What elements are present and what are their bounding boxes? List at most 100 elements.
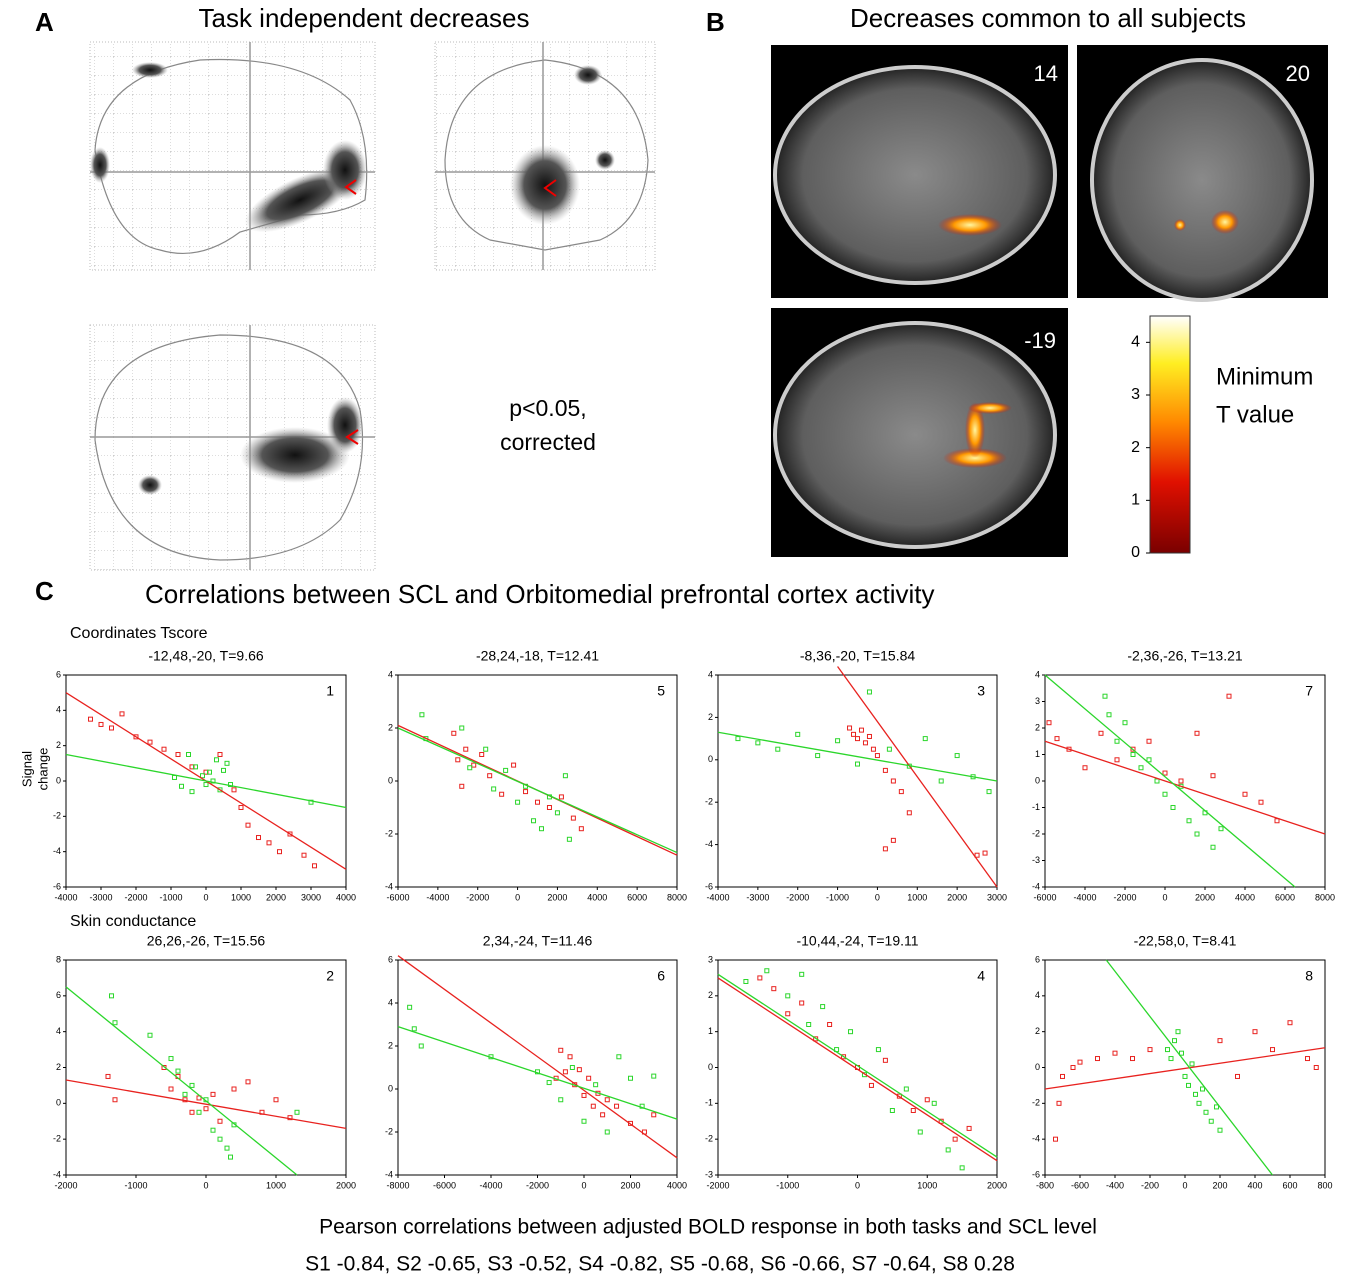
scatter-point — [1313, 1065, 1319, 1070]
scatter-point — [945, 1147, 951, 1153]
scatter-point — [266, 840, 272, 846]
chart-title: -10,44,-24, T=19.11 — [796, 933, 918, 949]
fit-line — [1044, 674, 1296, 888]
x-tick-label: 1000 — [907, 892, 927, 902]
scatter-point — [200, 773, 205, 779]
x-tick-label: -800 — [1036, 1180, 1054, 1190]
scatter-point — [109, 993, 114, 999]
y-tick-label: 0 — [56, 775, 61, 785]
x-tick-label: 8000 — [667, 892, 687, 902]
y-tick-label: 3 — [1035, 696, 1040, 706]
scatter-point — [1112, 1050, 1118, 1056]
x-tick-label: -6000 — [386, 892, 409, 902]
colorbar-title: T value — [1216, 401, 1294, 428]
scatter-point — [119, 711, 125, 717]
x-tick-label: -2000 — [124, 892, 147, 902]
scatter-point — [538, 826, 544, 832]
x-tick-label: -2000 — [54, 1180, 77, 1190]
scatter-point — [217, 1136, 223, 1142]
scatter-point — [210, 778, 216, 784]
x-tick-label: 4000 — [1235, 892, 1255, 902]
panel-label: B — [706, 7, 725, 37]
panel-label: C — [35, 576, 54, 606]
x-tick-label: -400 — [1106, 1180, 1124, 1190]
y-tick-label: -2 — [1032, 1098, 1040, 1108]
y-axis-label: change — [35, 748, 50, 791]
x-tick-label: -2000 — [466, 892, 489, 902]
scatter-point — [1060, 1073, 1065, 1079]
scatter-point — [168, 1086, 174, 1092]
plot-frame — [1044, 959, 1326, 1176]
scatter-point — [189, 1109, 195, 1115]
y-tick-label: -4 — [705, 839, 713, 849]
scatter-point — [459, 783, 465, 789]
x-tick-label: 0 — [581, 1180, 586, 1190]
x-tick-label: -6000 — [433, 1180, 456, 1190]
scatter-point — [217, 1118, 223, 1124]
x-tick-label: 0 — [203, 892, 208, 902]
scatter-point — [277, 849, 282, 855]
scatter-point — [566, 836, 572, 842]
scatter-point — [855, 736, 860, 742]
scatter-point — [455, 757, 461, 763]
y-tick-label: -2 — [1032, 828, 1040, 838]
scatter-point — [196, 1109, 202, 1115]
scatter-point — [1130, 1056, 1135, 1062]
x-tick-label: -200 — [1141, 1180, 1159, 1190]
x-tick-label: -8000 — [386, 1180, 409, 1190]
scatter-point — [245, 822, 251, 828]
colorbar — [1149, 315, 1191, 554]
scatter-point — [238, 805, 244, 810]
scatter-point — [203, 782, 209, 788]
y-tick-label: -3 — [705, 1169, 713, 1179]
y-tick-label: -2 — [385, 1126, 393, 1136]
scatter-point — [224, 760, 230, 766]
scatter-point — [467, 765, 473, 771]
fit-line — [65, 1079, 347, 1130]
scatter-point — [1168, 1056, 1174, 1062]
scatter-point — [231, 1086, 237, 1092]
scatter-point — [418, 1043, 424, 1049]
scatter-point — [1053, 1136, 1058, 1142]
scatter-point — [301, 852, 307, 858]
y-tick-label: 0 — [708, 1062, 713, 1072]
scatter-point — [576, 1067, 582, 1073]
subject-number: 5 — [657, 683, 665, 699]
scatter-point — [1178, 778, 1184, 784]
scatter-point — [1175, 1029, 1181, 1035]
x-tick-label: -1000 — [776, 1180, 799, 1190]
y-tick-label: 0 — [1035, 775, 1040, 785]
scatter-point — [1189, 1061, 1195, 1067]
x-tick-label: 0 — [1182, 1180, 1187, 1190]
scatter-point — [1162, 770, 1168, 776]
y-tick-label: -4 — [53, 1169, 61, 1179]
scatter-point — [407, 1004, 413, 1010]
scatter-point — [562, 773, 568, 779]
colorbar-tick-label: 4 — [1131, 334, 1140, 351]
scatter-point — [463, 746, 469, 752]
scatter-point — [112, 1020, 118, 1026]
x-tick-label: -4000 — [54, 892, 77, 902]
scatter-point — [1208, 1118, 1214, 1124]
scatter-point — [471, 762, 477, 768]
scatter-point — [785, 993, 791, 999]
colorbar-tick-label: 3 — [1131, 386, 1140, 403]
slice-label: -19 — [1024, 328, 1056, 353]
fit-line — [1105, 959, 1274, 1176]
scatter-point — [203, 1106, 209, 1112]
scatter-point — [487, 773, 493, 779]
scatter-point — [604, 1097, 610, 1103]
scatter-point — [910, 1108, 916, 1113]
subject-number: 1 — [326, 683, 334, 699]
x-tick-label: 400 — [1247, 1180, 1262, 1190]
y-tick-label: 1 — [1035, 749, 1040, 759]
x-tick-label: -4000 — [1073, 892, 1096, 902]
x-tick-label: 2000 — [547, 892, 567, 902]
y-tick-label: 2 — [708, 712, 713, 722]
scatter-point — [848, 1029, 854, 1035]
x-tick-label: 2000 — [1195, 892, 1215, 902]
y-tick-label: 6 — [56, 990, 61, 1000]
scatter-point — [600, 1112, 606, 1118]
x-tick-label: -3000 — [89, 892, 112, 902]
